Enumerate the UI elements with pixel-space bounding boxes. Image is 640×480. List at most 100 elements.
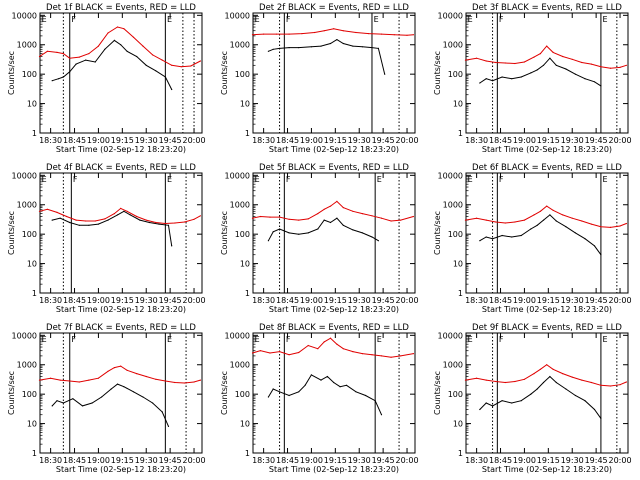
y-tick-label: 10000	[225, 331, 250, 340]
y-axis-label: Counts/sec	[433, 51, 442, 95]
y-tick-label: 10	[240, 420, 250, 429]
y-tick-label: 1	[458, 289, 463, 298]
events-point	[574, 232, 577, 234]
lld-point	[298, 351, 300, 354]
y-tick-label: 100	[235, 70, 250, 79]
lld-point	[464, 219, 467, 221]
events-point	[542, 64, 545, 66]
x-tick-label: 19:30	[348, 136, 371, 145]
plot-frame	[39, 12, 203, 134]
events-point	[320, 379, 322, 381]
lld-point	[562, 373, 564, 375]
x-axis-label: Start Time (02-Sep-12 18:23:20)	[482, 145, 612, 154]
x-tick-label: 19:45	[159, 296, 182, 305]
lld-point	[75, 219, 77, 221]
x-axis-label: Start Time (02-Sep-12 18:23:20)	[56, 305, 186, 314]
events-point	[58, 78, 60, 80]
events-point	[120, 44, 122, 46]
events-point	[267, 50, 269, 52]
x-tick-label: 18:30	[39, 456, 62, 465]
lld-point	[259, 350, 261, 352]
lld-point	[523, 219, 526, 221]
x-tick-label: 19:30	[561, 296, 584, 305]
x-tick-label: 18:45	[63, 136, 86, 145]
lld-point	[485, 379, 487, 381]
events-point	[593, 245, 596, 247]
y-tick-label: 100	[448, 390, 463, 399]
interval-marker-label: E	[468, 335, 473, 344]
events-point	[69, 71, 71, 73]
events-point	[511, 402, 513, 404]
lld-series-line	[252, 337, 414, 358]
events-point	[307, 232, 309, 234]
events-point	[352, 229, 354, 231]
x-tick-label: 19:45	[159, 136, 182, 145]
x-tick-label: 18:45	[489, 296, 512, 305]
lld-point	[97, 45, 99, 47]
lld-point	[495, 380, 497, 383]
events-point	[536, 69, 538, 71]
x-tick-label: 19:30	[135, 296, 158, 305]
events-point	[584, 400, 586, 402]
events-point	[371, 47, 373, 49]
lld-point	[56, 51, 58, 54]
y-tick-label: 100	[22, 390, 37, 399]
events-series-line	[52, 39, 173, 90]
events-point	[352, 45, 354, 47]
events-point	[164, 76, 166, 78]
x-axis-label: Start Time (02-Sep-12 18:23:20)	[56, 145, 186, 154]
x-tick-label: 18:30	[39, 136, 62, 145]
x-axis-label: Start Time (02-Sep-12 18:23:20)	[269, 145, 399, 154]
events-point	[542, 219, 545, 221]
events-point	[336, 217, 338, 219]
y-axis-label: Counts/sec	[7, 211, 16, 255]
events-point	[148, 221, 150, 224]
x-tick-label: 18:45	[63, 296, 86, 305]
events-point	[126, 50, 128, 52]
events-point	[549, 57, 551, 59]
lld-point	[600, 384, 602, 386]
events-point	[167, 425, 170, 427]
events-point	[81, 405, 84, 407]
panel-title: Det 6f BLACK = Events, RED = LLD	[472, 163, 622, 173]
lld-point	[288, 33, 290, 35]
events-point	[139, 219, 141, 221]
events-point	[97, 223, 99, 225]
lld-point	[412, 34, 414, 36]
lld-point	[46, 208, 49, 210]
events-point	[155, 70, 157, 72]
x-tick-label: 18:45	[489, 136, 512, 145]
events-point	[593, 81, 596, 83]
lld-point	[155, 221, 157, 224]
x-tick-label: 19:15	[537, 296, 560, 305]
x-tick-label: 20:00	[609, 136, 632, 145]
interval-marker-label: E	[603, 175, 608, 184]
events-point	[485, 236, 487, 238]
lld-point	[263, 33, 265, 35]
y-axis-label: Counts/sec	[220, 51, 229, 95]
lld-point	[259, 215, 261, 218]
events-point	[542, 381, 545, 384]
interval-marker-label: E	[603, 335, 608, 344]
lld-point	[155, 378, 157, 380]
lld-point	[464, 379, 467, 381]
events-point	[339, 386, 341, 388]
events-point	[565, 226, 567, 228]
lld-point	[523, 61, 526, 63]
x-axis-label: Start Time (02-Sep-12 18:23:20)	[269, 465, 399, 474]
events-point	[520, 234, 522, 237]
lld-point	[56, 211, 58, 213]
lld-point	[88, 379, 90, 381]
lld-point	[609, 67, 612, 69]
x-axis-label: Start Time (02-Sep-12 18:23:20)	[482, 305, 612, 314]
events-series-line	[267, 217, 379, 242]
lld-point	[390, 356, 392, 358]
lld-point	[317, 348, 319, 350]
lld-point	[251, 352, 254, 354]
events-point	[267, 240, 269, 242]
detector-panel-4: Det 4f BLACK = Events, RED = LLD 1 10 100 10…	[7, 163, 206, 314]
x-tick-label: 19:45	[585, 136, 608, 145]
events-point	[555, 381, 557, 384]
interval-marker-label: E	[255, 15, 260, 24]
events-point	[501, 400, 503, 402]
